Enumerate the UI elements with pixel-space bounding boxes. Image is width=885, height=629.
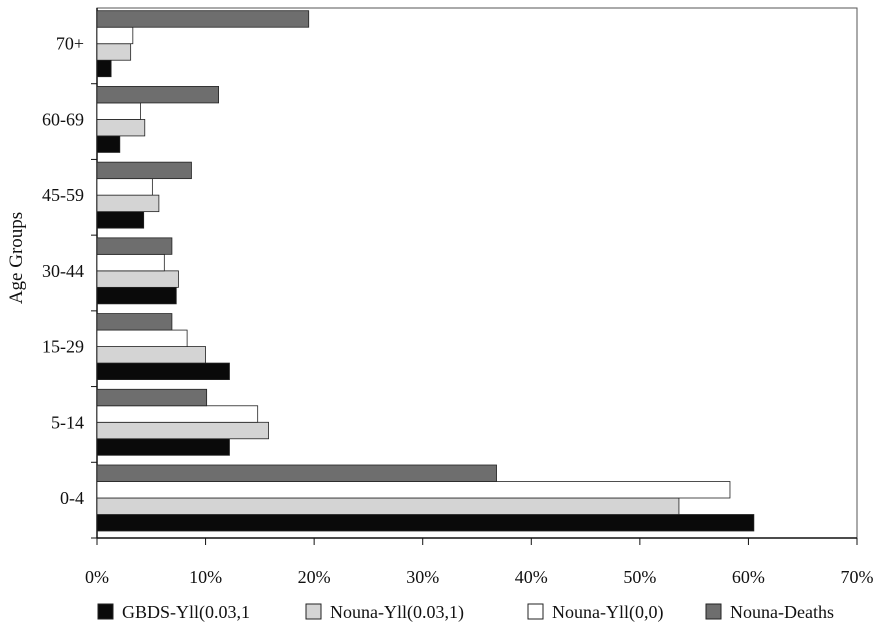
category-labels: 0-4 5-14 15-29 30-44 45-59 60-69 70+: [42, 34, 84, 508]
bar-45-59-nouna-deaths: [96, 161, 192, 180]
bar-0-4-gbds-yll-0-03-1: [96, 514, 755, 532]
bar-30-44-nouna-yll-0-0-: [96, 253, 165, 272]
bar-5-14-nouna-yll-0-0-: [96, 405, 259, 423]
legend-label: Nouna-Yll(0,0): [552, 602, 663, 623]
bar-30-44-nouna-yll-0-03-1-: [96, 270, 179, 288]
x-tick-label: 40%: [515, 567, 548, 587]
bar-0-4-nouna-yll-0-03-1-: [96, 497, 680, 515]
bar-0-4-nouna-yll-0-0-: [96, 481, 731, 499]
bar-70+-nouna-yll-0-0-: [96, 26, 134, 45]
bar-70+-nouna-yll-0-03-1-: [96, 43, 132, 61]
category-label: 45-59: [42, 185, 84, 205]
legend-swatch: [305, 603, 322, 620]
bar-5-14-nouna-yll-0-03-1-: [96, 421, 269, 440]
x-tick-label: 10%: [189, 567, 222, 587]
legend-swatch: [97, 603, 114, 620]
bar-45-59-nouna-yll-0-03-1-: [96, 194, 160, 213]
x-tick-label: 60%: [732, 567, 765, 587]
bar-70+-gbds-yll-0-03-1: [96, 59, 112, 78]
category-label: 30-44: [42, 261, 84, 281]
legend-label: Nouna-Deaths: [730, 602, 834, 622]
x-tick-label: 0%: [85, 567, 109, 587]
x-tick-label: 20%: [298, 567, 331, 587]
bar-5-14-gbds-yll-0-03-1: [96, 438, 230, 456]
bar-5-14-nouna-deaths: [96, 388, 208, 407]
bar-15-29-nouna-yll-0-03-1-: [96, 346, 206, 364]
bar-15-29-nouna-yll-0-0-: [96, 329, 188, 347]
bar-60-69-nouna-yll-0-0-: [96, 102, 141, 120]
y-axis-title: Age Groups: [6, 212, 27, 304]
x-axis-ticks: 0% 10% 20% 30% 40% 50% 60% 70%: [85, 538, 874, 587]
legend-swatch: [705, 603, 722, 620]
bar-60-69-nouna-yll-0-03-1-: [96, 119, 146, 137]
category-label: 15-29: [42, 337, 84, 357]
legend-label: Nouna-Yll(0.03,1): [330, 602, 464, 623]
x-tick-label: 30%: [406, 567, 439, 587]
legend-label: GBDS-Yll(0.03,1: [122, 602, 250, 623]
bar-15-29-gbds-yll-0-03-1: [96, 362, 230, 380]
category-label: 5-14: [51, 412, 84, 432]
bar-30-44-gbds-yll-0-03-1: [96, 286, 177, 305]
bar-30-44-nouna-deaths: [96, 237, 173, 255]
legend: GBDS-Yll(0.03,1 Nouna-Yll(0.03,1) Nouna-Yl…: [97, 602, 834, 623]
bar-60-69-gbds-yll-0-03-1: [96, 135, 121, 153]
category-label: 70+: [56, 34, 84, 54]
bar-0-4-nouna-deaths: [96, 464, 497, 482]
category-label: 0-4: [60, 488, 84, 508]
bar-45-59-gbds-yll-0-03-1: [96, 211, 145, 229]
bar-45-59-nouna-yll-0-0-: [96, 178, 153, 196]
category-label: 60-69: [42, 109, 84, 129]
legend-swatch: [527, 603, 544, 620]
bar-15-29-nouna-deaths: [96, 313, 173, 331]
x-tick-label: 50%: [623, 567, 656, 587]
bar-60-69-nouna-deaths: [96, 86, 219, 104]
x-tick-label: 70%: [841, 567, 874, 587]
bar-70+-nouna-deaths: [96, 10, 310, 28]
bars: [96, 10, 755, 532]
